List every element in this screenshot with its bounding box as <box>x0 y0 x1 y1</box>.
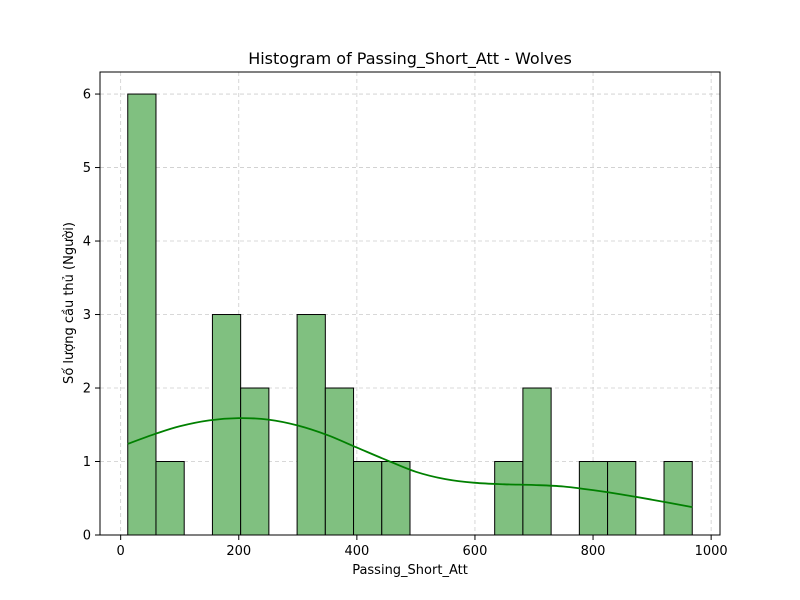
histogram-bar <box>155 461 185 536</box>
x-tick-label: 800 <box>581 544 606 559</box>
histogram-bar <box>607 461 637 536</box>
y-tick-label: 5 <box>83 161 91 176</box>
histogram-bar <box>522 387 552 536</box>
histogram-bar <box>296 314 326 536</box>
y-tick-label: 2 <box>83 382 91 397</box>
histogram-bar <box>381 461 411 536</box>
kde-curve <box>127 417 693 508</box>
x-axis-ticks: 0 200 400 600 800 1000 <box>117 535 728 559</box>
chart-title: Histogram of Passing_Short_Att - Wolves <box>248 49 572 69</box>
y-tick-label: 4 <box>83 235 91 250</box>
x-tick-label: 1000 <box>695 544 728 559</box>
histogram-bar <box>324 387 355 536</box>
y-tick-label: 6 <box>83 88 91 103</box>
plot-frame <box>99 71 721 536</box>
y-tick-label: 3 <box>83 308 91 323</box>
histogram-bar <box>211 314 242 536</box>
x-tick-label: 600 <box>463 544 488 559</box>
histogram-bar <box>578 461 609 536</box>
y-axis-label: Số lượng cầu thủ (Người) <box>62 222 77 384</box>
histogram-bar <box>353 461 383 536</box>
histogram-bar <box>663 461 693 536</box>
x-tick-label: 0 <box>117 544 125 559</box>
x-tick-label: 200 <box>226 544 251 559</box>
histogram-bar <box>494 461 524 536</box>
y-tick-label: 1 <box>83 455 91 470</box>
kde-line <box>127 417 693 508</box>
x-axis-label: Passing_Short_Att <box>352 563 468 578</box>
y-tick-label: 0 <box>83 529 91 544</box>
histogram-bar <box>127 93 157 536</box>
histogram-bar <box>240 387 270 536</box>
x-tick-label: 400 <box>344 544 369 559</box>
y-axis-ticks: 0 1 2 3 4 5 6 <box>83 88 100 544</box>
